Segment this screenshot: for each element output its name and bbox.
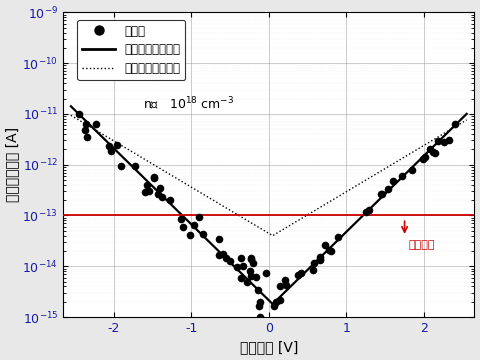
Text: 測定限界: 測定限界 (408, 240, 435, 250)
Text: n型   $10^{18}$ cm$^{-3}$: n型 $10^{18}$ cm$^{-3}$ (144, 95, 234, 112)
Y-axis label: トンネル電流 [A]: トンネル電流 [A] (6, 127, 20, 202)
Legend: 実測値, シミュレーション, 電流の広がり無視: 実測値, シミュレーション, 電流の広がり無視 (77, 20, 185, 80)
X-axis label: 基板電圧 [V]: 基板電圧 [V] (240, 341, 298, 355)
